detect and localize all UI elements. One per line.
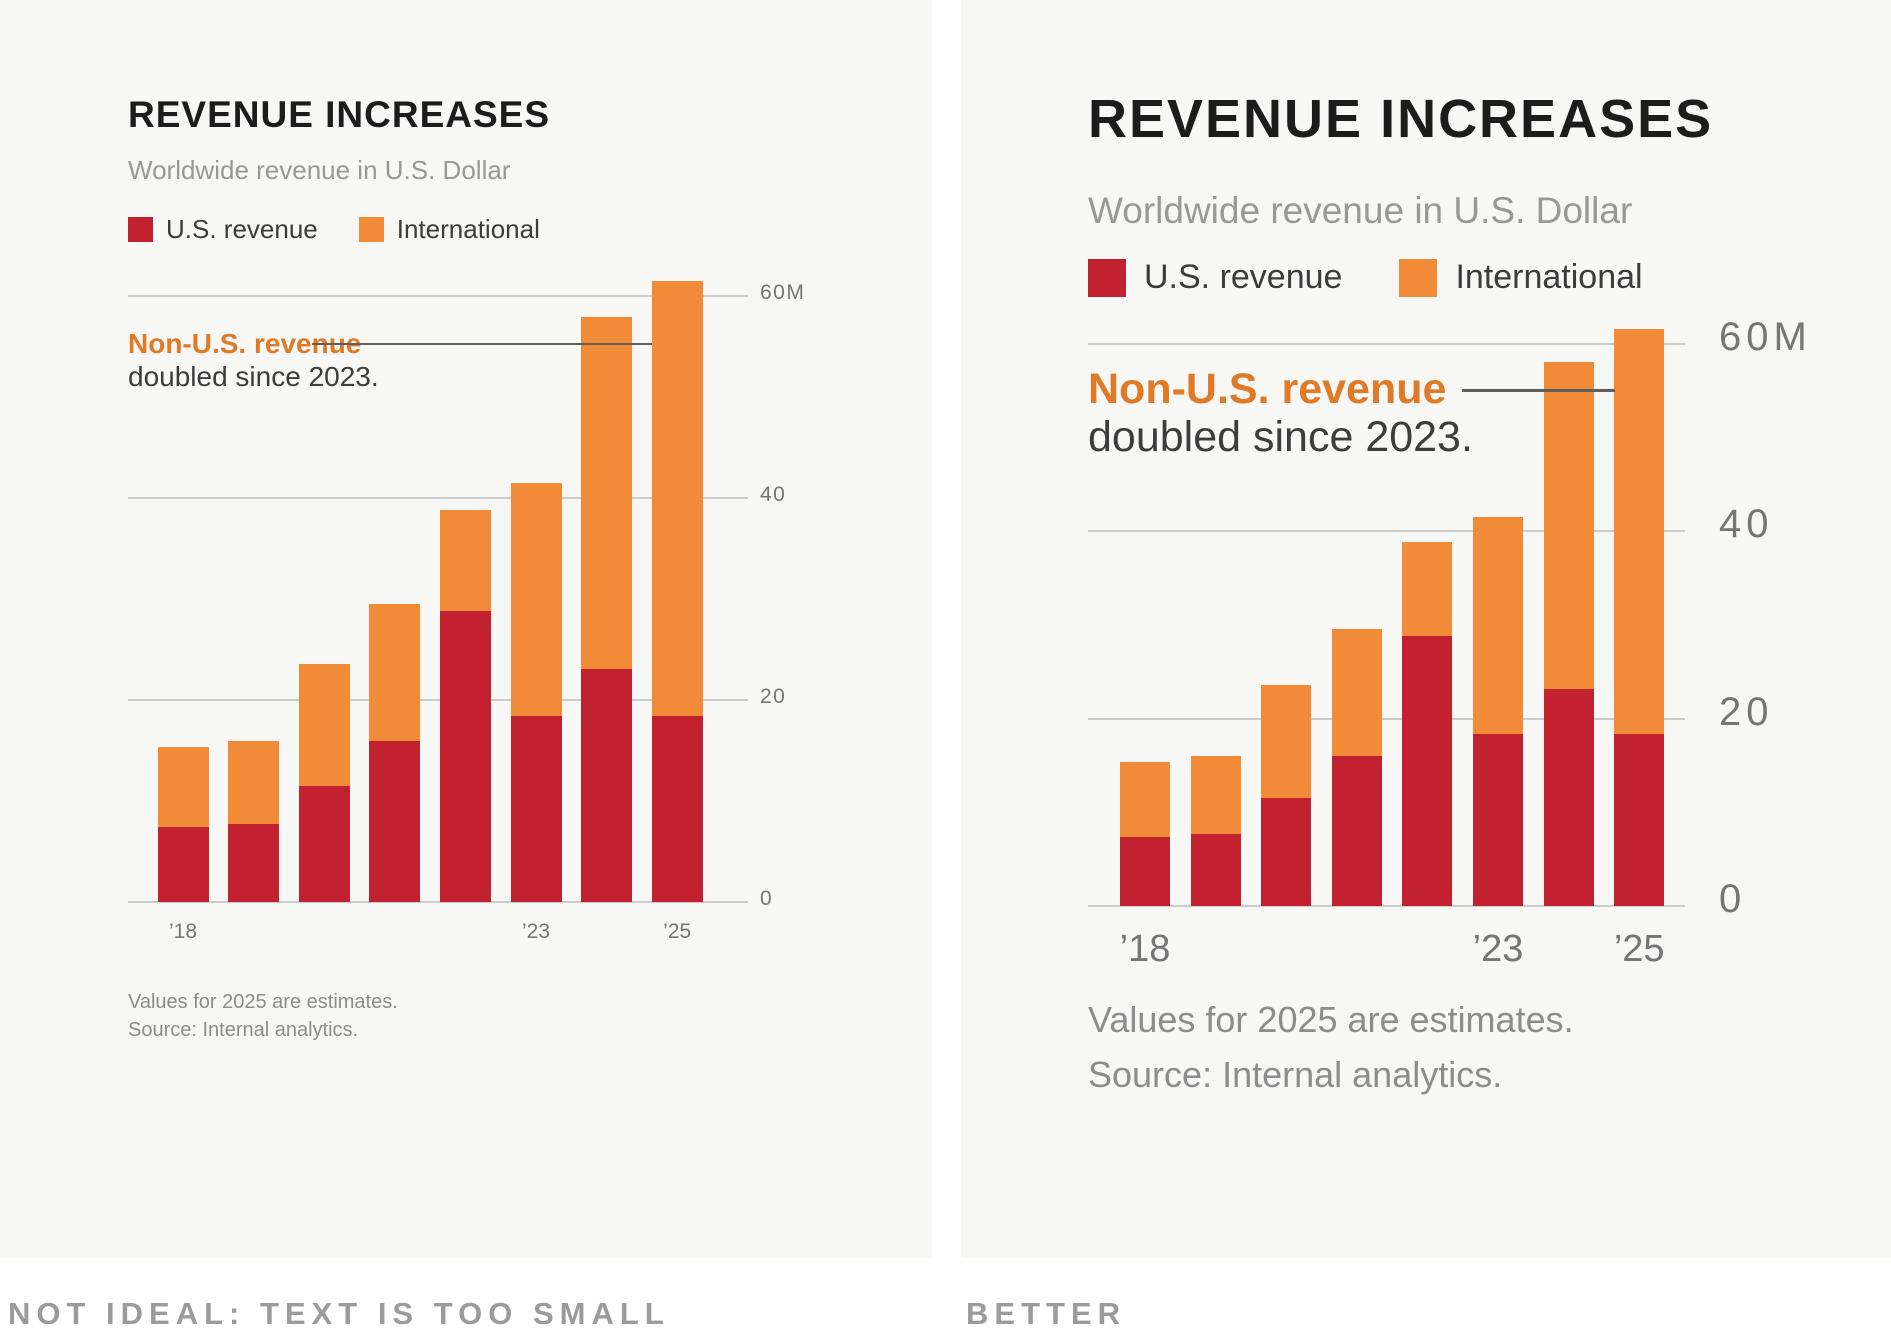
bar-2021-international <box>369 604 421 741</box>
gridline-40 <box>128 497 748 500</box>
bar-2025-us <box>1614 733 1665 906</box>
x-axis-tick-label: ’23 <box>521 920 551 943</box>
chart-subtitle: Worldwide revenue in U.S. Dollar <box>1088 190 1633 231</box>
legend-swatch-us-icon <box>1088 258 1126 297</box>
chart-title: REVENUE INCREASES <box>1088 89 1714 149</box>
y-axis-tick-label: 0 <box>760 886 774 910</box>
bar-2025-international <box>651 281 703 717</box>
footnote-line-source: Source: Internal analytics. <box>1088 1054 1503 1095</box>
bar-2022-us <box>439 611 491 902</box>
bar-2021-international <box>1331 629 1382 756</box>
bar-2021-us <box>369 740 421 902</box>
bar-2022-international <box>439 510 491 612</box>
legend: U.S. revenue International <box>1088 258 1643 297</box>
y-axis-tick-label: 0 <box>1719 877 1747 922</box>
gridline-20 <box>1088 717 1685 720</box>
legend-label-us: U.S. revenue <box>1144 258 1343 296</box>
y-axis-tick-label: 20 <box>1719 689 1774 734</box>
footnote: Values for 2025 are estimates. Source: I… <box>1088 992 1574 1102</box>
bar-2025-international <box>1614 329 1665 734</box>
footnote: Values for 2025 are estimates. Source: I… <box>128 988 398 1044</box>
x-axis-tick-label: ’23 <box>1472 928 1524 970</box>
bar-2019-us <box>228 824 280 902</box>
footnote-line-estimates: Values for 2025 are estimates. <box>1088 999 1574 1040</box>
bar-2021-us <box>1331 756 1382 906</box>
bar-2018-international <box>157 746 209 828</box>
bar-2024-us <box>1543 689 1594 906</box>
caption-better: BETTER <box>966 1296 1126 1331</box>
bar-2023-international <box>1473 516 1523 734</box>
legend-item-us: U.S. revenue <box>1088 258 1342 297</box>
legend-swatch-international-icon <box>1399 258 1438 297</box>
y-axis-tick-label: 20 <box>760 685 787 708</box>
bar-2022-us <box>1402 636 1453 906</box>
legend-swatch-international-icon <box>358 217 384 242</box>
bar-2023-us <box>510 716 562 902</box>
legend-label-international: International <box>396 214 540 244</box>
legend-swatch-us-icon <box>128 217 153 242</box>
annotation-pointer-line <box>312 343 652 345</box>
bar-2024-us <box>581 668 633 902</box>
bar-2020-international <box>1261 684 1312 799</box>
bar-2023-international <box>510 483 562 717</box>
bar-2018-us <box>157 827 209 902</box>
bar-2025-us <box>651 716 703 902</box>
y-axis-tick-label: 60M <box>1719 314 1812 359</box>
bar-2020-us <box>1261 798 1312 906</box>
caption-not-ideal: NOT IDEAL: TEXT IS TOO SMALL <box>8 1296 670 1331</box>
gridline-0 <box>1088 905 1685 907</box>
gridline-60M <box>1088 342 1685 345</box>
legend-item-international: International <box>1399 258 1643 297</box>
bar-2024-international <box>1543 362 1594 690</box>
bar-2020-us <box>298 785 350 902</box>
bar-2019-us <box>1190 833 1241 906</box>
footnote-line-source: Source: Internal analytics. <box>128 1019 359 1041</box>
footnote-line-estimates: Values for 2025 are estimates. <box>128 991 398 1013</box>
gridline-20 <box>128 699 748 702</box>
y-axis-tick-label: 40 <box>1719 502 1774 547</box>
bar-2019-international <box>1190 756 1241 834</box>
y-axis-tick-label: 60M <box>760 281 806 305</box>
bar-2023-us <box>1473 733 1523 906</box>
gridline-40 <box>1088 530 1685 532</box>
legend: U.S. revenue International <box>128 214 540 245</box>
annotation-text: doubled since 2023. <box>128 361 379 392</box>
annotation-pointer-line <box>1462 389 1615 392</box>
bar-chart-plot: 0 20 40 60M ’18’23’25 <box>1088 306 1807 970</box>
gridline-60M <box>128 295 748 298</box>
legend-item-us: U.S. revenue <box>128 214 318 245</box>
x-axis-tick-label: ’25 <box>1613 928 1665 970</box>
x-axis-tick-label: ’25 <box>663 920 692 943</box>
panel-small-text: REVENUE INCREASES Worldwide revenue in U… <box>0 0 932 1258</box>
chart-title: REVENUE INCREASES <box>128 94 551 135</box>
panel-large-text: REVENUE INCREASES Worldwide revenue in U… <box>961 0 1891 1258</box>
legend-item-international: International <box>358 214 540 245</box>
bar-2018-international <box>1120 761 1170 837</box>
bar-2024-international <box>581 316 633 669</box>
chart-subtitle: Worldwide revenue in U.S. Dollar <box>128 155 511 185</box>
bar-2018-us <box>1120 836 1170 906</box>
annotation-highlight: Non-U.S. revenue <box>1088 365 1447 413</box>
legend-label-us: U.S. revenue <box>166 214 318 244</box>
annotation-text: doubled since 2023. <box>1088 413 1473 461</box>
y-axis-tick-label: 40 <box>760 483 787 507</box>
bar-2019-international <box>228 740 280 825</box>
bar-2022-international <box>1402 542 1453 636</box>
bar-chart-plot: 0 20 40 60M ’18 ’23 ’25 <box>128 256 804 943</box>
x-axis-tick-label: ’18 <box>1119 928 1171 970</box>
x-axis-tick-label: ’18 <box>168 920 198 943</box>
legend-label-international: International <box>1455 258 1643 296</box>
bar-2020-international <box>298 663 350 786</box>
gridline-0 <box>128 901 748 903</box>
